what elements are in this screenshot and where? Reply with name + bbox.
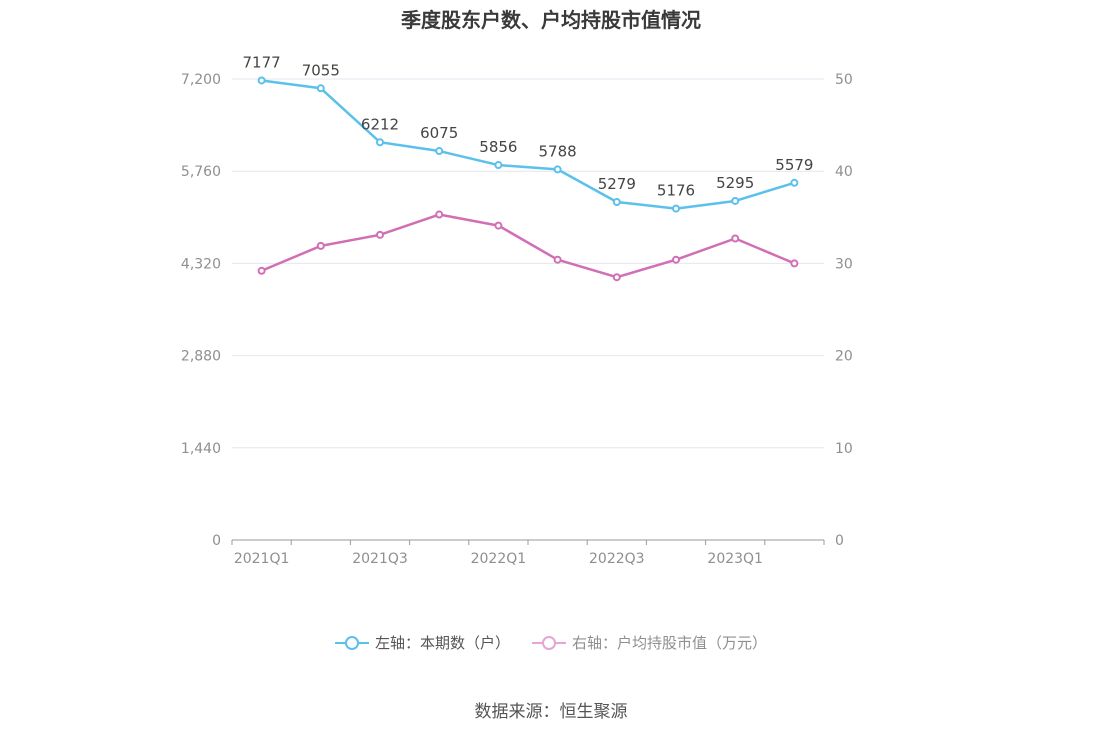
y-right-tick-label: 40: [835, 164, 853, 180]
chart-title: 季度股东户数、户均持股市值情况: [401, 8, 701, 32]
series-line-left: [261, 79, 795, 210]
data-label: 6075: [420, 124, 458, 142]
legend: 左轴：本期数（户） 右轴：户均持股市值（万元）: [0, 632, 1102, 653]
y-right-tick-label: 50: [835, 72, 853, 88]
data-point-right: [316, 241, 325, 250]
y-left-tick-label: 7,200: [181, 72, 221, 88]
data-point-left: [376, 138, 384, 147]
data-point-right: [553, 255, 562, 264]
data-point-right: [257, 266, 266, 275]
y-left-tick-label: 0: [212, 533, 221, 549]
data-point-right: [612, 273, 621, 282]
y-right-tick-label: 10: [835, 441, 853, 457]
legend-item-left[interactable]: 左轴：本期数（户）: [334, 632, 510, 653]
data-label: 7177: [243, 53, 281, 71]
data-label: 5176: [657, 182, 695, 200]
data-point-right: [376, 230, 384, 239]
x-tick-label: 2022Q1: [471, 551, 527, 567]
data-point-left: [257, 76, 266, 85]
legend-item-right[interactable]: 右轴：户均持股市值（万元）: [532, 632, 767, 653]
x-tick-label: 2021Q3: [352, 551, 408, 567]
legend-line-circle-icon: [532, 635, 566, 650]
legend-line-circle-icon: [334, 635, 369, 650]
data-point-left: [435, 147, 444, 156]
data-label: 5788: [539, 142, 577, 160]
data-point-left: [672, 204, 680, 213]
data-label: 5579: [775, 156, 813, 174]
data-point-left: [316, 84, 325, 93]
y-right-tick-label: 0: [835, 533, 844, 549]
data-point-left: [790, 178, 799, 187]
data-point-left: [553, 165, 562, 174]
legend-label-right: 右轴：户均持股市值（万元）: [572, 634, 768, 652]
data-label: 7055: [302, 61, 340, 79]
data-point-left: [731, 196, 740, 205]
y-left-tick-label: 1,440: [181, 441, 221, 457]
x-tick-label: 2021Q1: [234, 551, 290, 567]
y-left-tick-label: 2,880: [181, 349, 221, 365]
y-left-tick-label: 5,760: [181, 164, 221, 180]
data-label: 5295: [716, 174, 754, 192]
data-point-left: [494, 161, 503, 170]
data-point-right: [494, 221, 503, 230]
data-label: 5279: [598, 175, 636, 193]
data-label: 6212: [361, 115, 399, 133]
x-tick-label: 2022Q3: [589, 551, 645, 567]
series-line-right: [261, 213, 795, 279]
y-right-tick-label: 30: [835, 256, 853, 272]
data-point-left: [612, 197, 621, 206]
y-left-tick-label: 4,320: [181, 256, 221, 272]
data-label: 5856: [479, 138, 517, 156]
data-point-right: [435, 210, 444, 219]
data-point-right: [731, 234, 740, 243]
data-point-right: [790, 259, 799, 268]
data-point-right: [672, 255, 680, 264]
source-note: 数据来源：恒生聚源: [474, 702, 628, 722]
x-tick-label: 2023Q1: [707, 551, 763, 567]
y-right-tick-label: 20: [835, 349, 853, 365]
legend-label-left: 左轴：本期数（户）: [374, 634, 510, 652]
